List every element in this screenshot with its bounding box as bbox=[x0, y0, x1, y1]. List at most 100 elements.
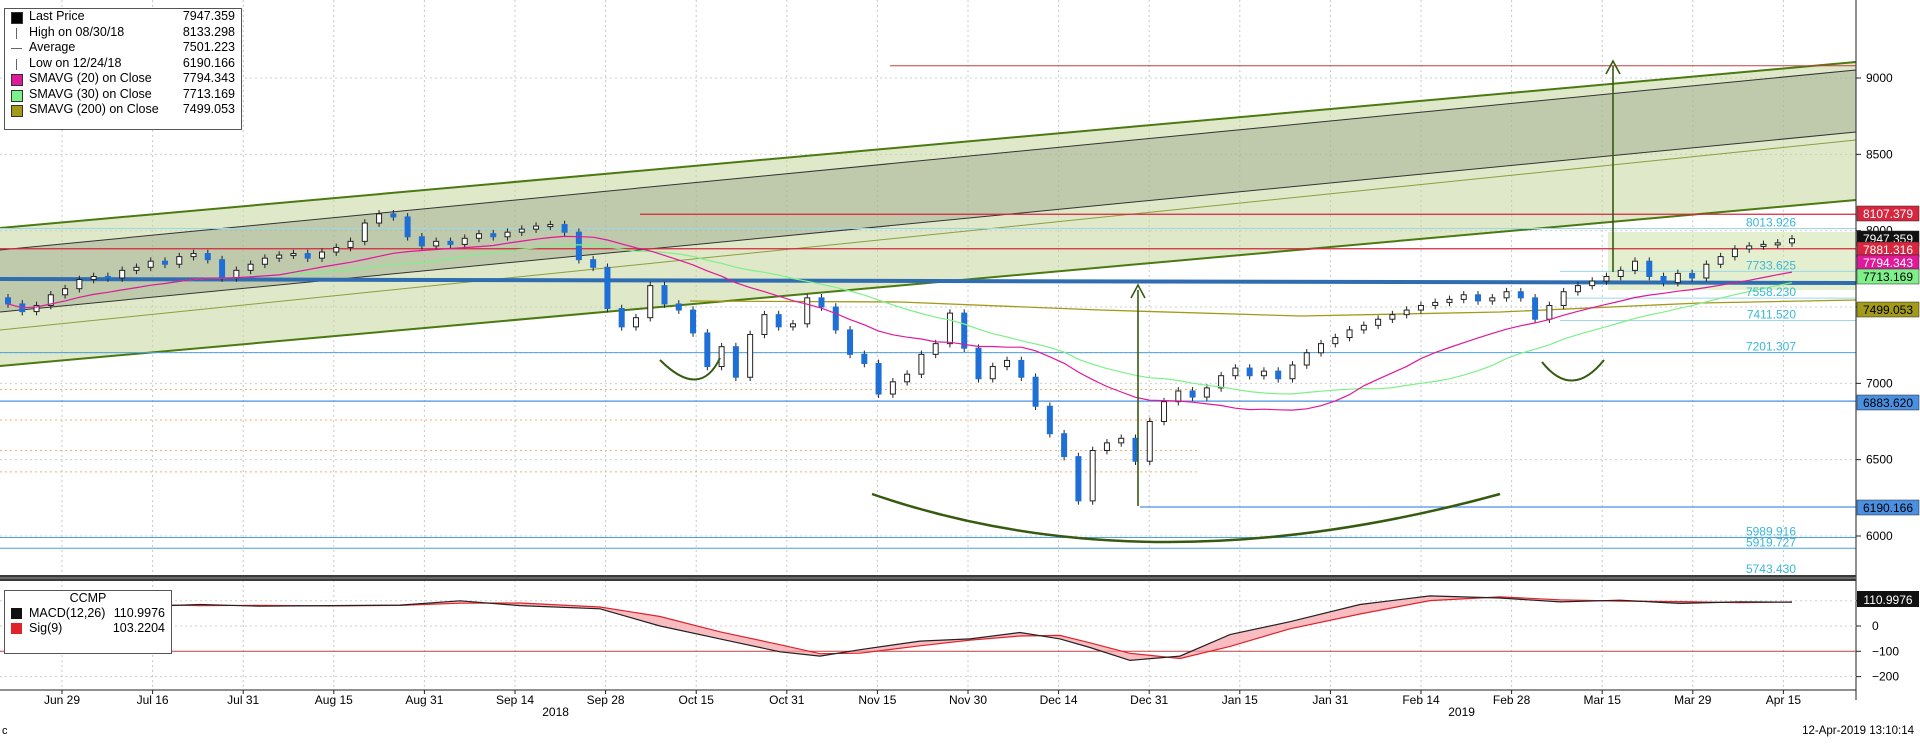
x-axis-label: Jul 16 bbox=[137, 693, 169, 707]
candle bbox=[233, 269, 240, 279]
legend-row: Last Price 7947.359 bbox=[5, 9, 241, 25]
x-axis-label: Oct 31 bbox=[769, 693, 805, 707]
candle bbox=[804, 297, 811, 325]
candle bbox=[1004, 359, 1011, 368]
candle bbox=[1503, 291, 1510, 299]
candle bbox=[1389, 314, 1396, 320]
level-label: 7411.520 bbox=[1747, 308, 1796, 322]
price-tag-text: 7794.343 bbox=[1863, 256, 1913, 270]
candle bbox=[204, 253, 211, 261]
candle bbox=[1046, 405, 1053, 435]
x-axis-label: Feb 28 bbox=[1493, 693, 1531, 707]
candle bbox=[1632, 260, 1639, 271]
candle bbox=[1574, 285, 1581, 293]
candle bbox=[119, 269, 126, 279]
candle bbox=[1161, 401, 1168, 422]
legend-row: Average 7501.223 bbox=[5, 40, 241, 56]
x-axis-label: Jul 31 bbox=[227, 693, 259, 707]
candle bbox=[304, 253, 311, 259]
candle bbox=[818, 297, 825, 308]
price-tag-text: 8107.379 bbox=[1863, 207, 1913, 221]
candle bbox=[1760, 243, 1767, 247]
candle bbox=[1018, 359, 1025, 378]
candle bbox=[147, 260, 154, 268]
candle bbox=[1103, 442, 1110, 452]
candle bbox=[1203, 387, 1210, 398]
price-tag-text: 7713.169 bbox=[1863, 270, 1913, 284]
target-arrowhead bbox=[1605, 59, 1621, 75]
candle bbox=[1089, 450, 1096, 502]
candle bbox=[1774, 242, 1781, 246]
candle bbox=[1674, 272, 1681, 284]
candle bbox=[632, 317, 639, 328]
measured-move-arrowhead bbox=[1130, 283, 1146, 299]
candle bbox=[575, 231, 582, 261]
legend: Last Price 7947.359 High on 08/30/18 8133.2… bbox=[4, 8, 242, 130]
legend-row: SMAVG (30) on Close 7713.169 bbox=[5, 87, 241, 103]
sma30-line bbox=[7, 244, 1793, 395]
candle bbox=[889, 381, 896, 395]
price-tag-text: 6883.620 bbox=[1863, 396, 1913, 410]
y-axis-label: 8500 bbox=[1866, 147, 1893, 161]
candle bbox=[1403, 309, 1410, 316]
price-tag: 6883.620 bbox=[1856, 394, 1920, 411]
candle bbox=[318, 251, 325, 259]
x-axis-label: Dec 14 bbox=[1040, 693, 1078, 707]
macd-axis-label: 0 bbox=[1872, 619, 1879, 633]
candle bbox=[133, 266, 140, 271]
legend-swatch bbox=[11, 12, 23, 24]
legend-value: 8133.298 bbox=[182, 24, 235, 39]
macd-line bbox=[7, 595, 1793, 662]
x-axis-label: Jan 15 bbox=[1222, 693, 1258, 707]
price-tag: 7881.316 bbox=[1856, 241, 1920, 258]
candle bbox=[547, 224, 554, 228]
candle bbox=[675, 303, 682, 311]
level-label: 5989.916 bbox=[1746, 525, 1796, 539]
candle bbox=[90, 275, 97, 281]
macd-label: MACD(12,26) bbox=[29, 606, 106, 620]
macd-axis-label: −200 bbox=[1872, 670, 1899, 684]
candle bbox=[104, 275, 111, 279]
footer-timestamp: 12-Apr-2019 13:10:14 bbox=[1802, 725, 1914, 737]
price-tag-box bbox=[1856, 499, 1920, 516]
candle bbox=[704, 332, 711, 368]
candle bbox=[1731, 248, 1738, 258]
candle bbox=[1703, 263, 1710, 279]
candle bbox=[875, 362, 882, 395]
candle bbox=[718, 346, 725, 368]
candle bbox=[961, 312, 968, 349]
price-tag-box bbox=[1856, 268, 1920, 285]
x-axis-year-label: 2018 bbox=[542, 705, 569, 719]
candle bbox=[1118, 437, 1125, 444]
candle bbox=[247, 263, 254, 271]
candle bbox=[433, 240, 440, 247]
level-label: 7733.625 bbox=[1746, 258, 1796, 272]
candle bbox=[690, 309, 697, 334]
candle bbox=[1603, 275, 1610, 282]
candle bbox=[1260, 370, 1267, 377]
candle bbox=[1146, 421, 1153, 462]
candle bbox=[789, 323, 796, 328]
x-axis-label: Nov 15 bbox=[858, 693, 896, 707]
candle bbox=[832, 306, 839, 331]
candle bbox=[861, 353, 868, 364]
candle bbox=[276, 254, 283, 259]
candle bbox=[1475, 294, 1482, 302]
legend-value: 7499.053 bbox=[182, 102, 235, 116]
candle bbox=[1246, 367, 1253, 377]
price-tag-text: 6190.166 bbox=[1863, 501, 1913, 515]
legend-value: 6190.166 bbox=[182, 55, 235, 70]
candle bbox=[347, 240, 354, 248]
candle bbox=[5, 297, 11, 305]
candle bbox=[504, 231, 511, 238]
candle bbox=[447, 240, 454, 245]
sma20-line bbox=[7, 235, 1793, 411]
candle bbox=[1489, 297, 1496, 302]
candle bbox=[490, 233, 497, 238]
candle bbox=[1746, 245, 1753, 250]
macd-swatch bbox=[11, 608, 22, 619]
signal-label: Sig(9) bbox=[29, 621, 63, 635]
candle bbox=[518, 228, 525, 233]
